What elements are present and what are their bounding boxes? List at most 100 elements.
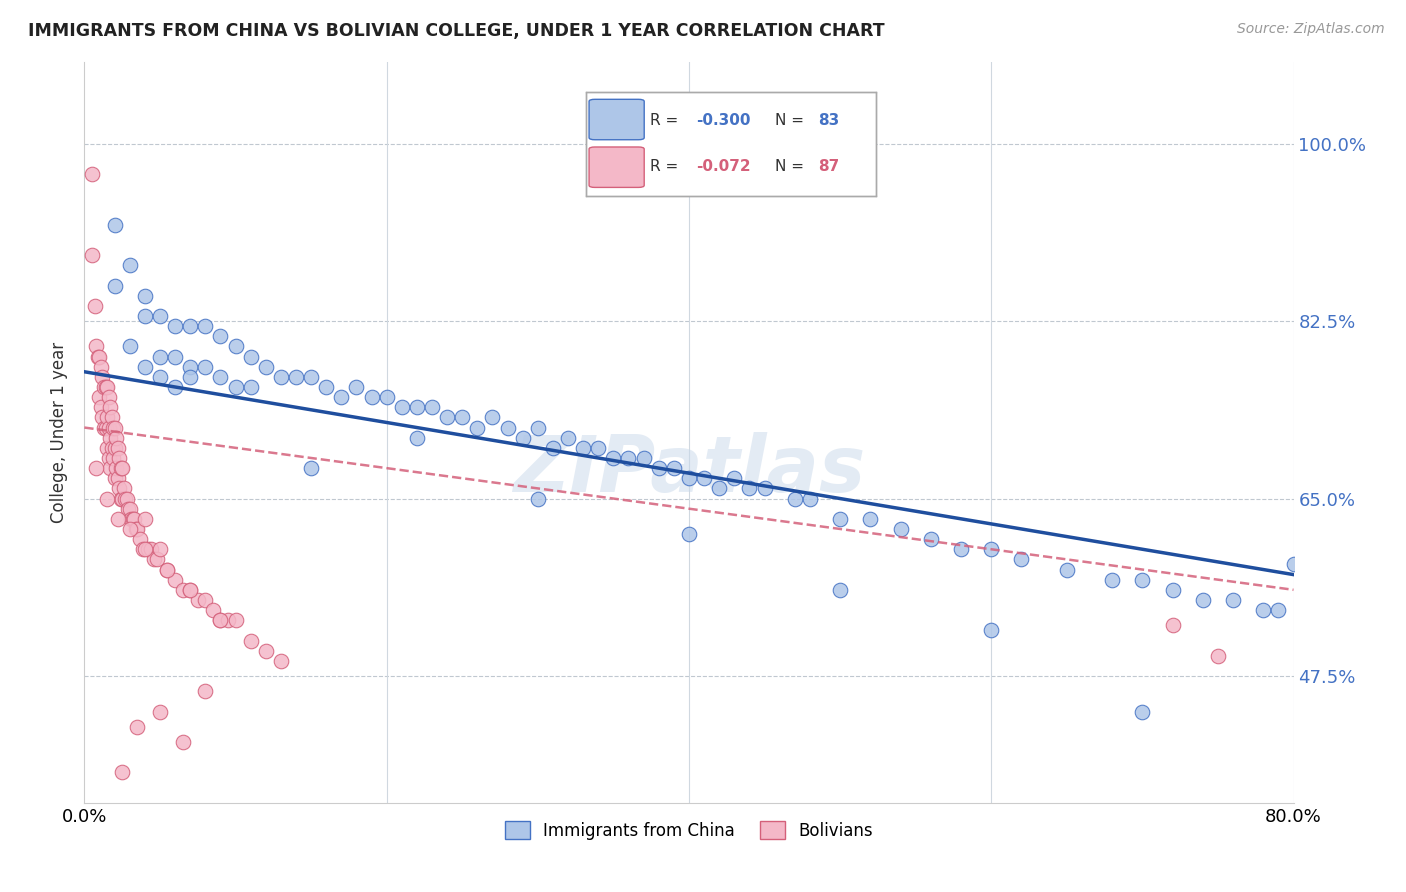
Point <box>299 369 322 384</box>
Point <box>920 532 942 546</box>
Point <box>125 522 148 536</box>
Point <box>118 501 141 516</box>
Point <box>142 552 165 566</box>
Point <box>134 309 156 323</box>
Point <box>100 441 122 455</box>
Point <box>111 765 134 780</box>
Point <box>225 380 247 394</box>
Point <box>149 542 172 557</box>
Point <box>165 380 187 394</box>
Point <box>121 512 143 526</box>
Point <box>98 461 121 475</box>
Point <box>217 613 239 627</box>
Point <box>165 319 187 334</box>
Point <box>118 258 141 272</box>
Point <box>330 390 353 404</box>
Point <box>94 420 117 434</box>
Point <box>107 512 129 526</box>
Point <box>149 705 172 719</box>
Point <box>97 390 120 404</box>
Point <box>117 501 139 516</box>
Point <box>84 299 107 313</box>
Point <box>90 401 112 415</box>
Point <box>420 401 443 415</box>
Point <box>104 441 127 455</box>
Point <box>254 359 277 374</box>
Point <box>108 450 131 465</box>
Point <box>678 471 700 485</box>
Point <box>225 339 247 353</box>
Point <box>156 562 179 576</box>
Point <box>134 289 156 303</box>
Point <box>179 582 201 597</box>
Point <box>239 350 262 364</box>
Point <box>225 613 247 627</box>
Point <box>101 420 124 434</box>
Point <box>1222 593 1244 607</box>
Text: IMMIGRANTS FROM CHINA VS BOLIVIAN COLLEGE, UNDER 1 YEAR CORRELATION CHART: IMMIGRANTS FROM CHINA VS BOLIVIAN COLLEG… <box>28 22 884 40</box>
Point <box>118 522 141 536</box>
Point <box>285 369 308 384</box>
Point <box>165 350 187 364</box>
Point <box>572 441 595 455</box>
Point <box>156 562 179 576</box>
Point <box>179 369 201 384</box>
Point <box>89 390 111 404</box>
Point <box>98 431 121 445</box>
Point <box>105 461 128 475</box>
Point <box>1267 603 1289 617</box>
Point <box>127 522 149 536</box>
Point <box>146 552 169 566</box>
Point <box>830 582 852 597</box>
Point <box>375 390 398 404</box>
Point <box>830 512 852 526</box>
Point <box>90 359 112 374</box>
Point <box>1206 648 1229 663</box>
Point <box>299 461 322 475</box>
Point <box>89 350 111 364</box>
Point <box>950 542 973 557</box>
Point <box>194 319 217 334</box>
Point <box>98 401 121 415</box>
Point <box>101 450 124 465</box>
Point <box>527 491 550 506</box>
Point <box>194 593 217 607</box>
Point <box>100 410 122 425</box>
Point <box>105 431 128 445</box>
Point <box>799 491 821 506</box>
Point <box>1130 573 1153 587</box>
Text: Source: ZipAtlas.com: Source: ZipAtlas.com <box>1237 22 1385 37</box>
Point <box>172 735 194 749</box>
Point <box>209 613 232 627</box>
Point <box>436 410 458 425</box>
Point <box>110 491 132 506</box>
Point <box>110 461 132 475</box>
Point <box>111 491 134 506</box>
Point <box>360 390 382 404</box>
Point <box>391 401 413 415</box>
Point <box>104 218 127 232</box>
Point <box>451 410 474 425</box>
Point <box>270 654 292 668</box>
Point <box>86 461 108 475</box>
Point <box>633 450 655 465</box>
Point <box>890 522 912 536</box>
Point <box>557 431 579 445</box>
Point <box>239 633 262 648</box>
Point <box>91 410 114 425</box>
Point <box>1161 618 1184 632</box>
Point <box>187 593 209 607</box>
Point <box>87 350 110 364</box>
Point <box>96 380 118 394</box>
Point <box>134 512 156 526</box>
Point <box>270 369 292 384</box>
Point <box>134 359 156 374</box>
Point <box>406 401 429 415</box>
Point <box>980 624 1002 638</box>
Point <box>678 527 700 541</box>
Point <box>93 380 115 394</box>
Point <box>346 380 368 394</box>
Point <box>783 491 806 506</box>
Text: ZIPatlas: ZIPatlas <box>513 432 865 508</box>
Point <box>239 380 262 394</box>
